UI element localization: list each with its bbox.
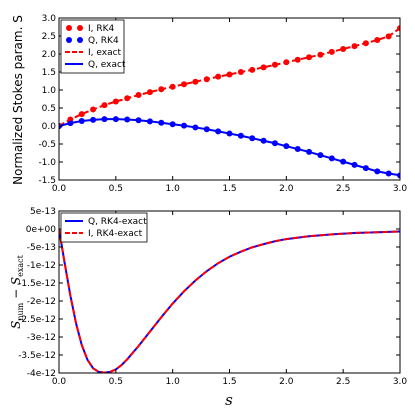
y-tick-label: -3e-12 xyxy=(27,333,56,343)
x-tick-label: 0.0 xyxy=(52,184,67,194)
x-tick-label: 0.5 xyxy=(109,377,123,387)
y-tick-label: 3.0 xyxy=(42,14,57,24)
legend-item: Q, RK4 xyxy=(66,36,119,46)
legend-label: Q, RK4 xyxy=(88,36,119,46)
x-tick-label: 1.5 xyxy=(222,377,236,387)
series-line-q-exact xyxy=(59,118,400,177)
top-axis-ticks: 0.0 0.5 1.0 1.5 2.0 2.5 3.0 -1.5 -1.0 -0.5 0.0 0.5 1… xyxy=(38,14,407,194)
y-tick-label: 0e+00 xyxy=(26,225,57,235)
top-plot-area xyxy=(59,25,400,179)
y-tick-label: -1e-12 xyxy=(27,261,56,271)
y-tick-label: 5e-13 xyxy=(30,207,56,217)
y-tick-label: 0.5 xyxy=(42,104,56,114)
data-point-i-rk4 xyxy=(306,54,313,61)
legend-marker xyxy=(77,25,83,31)
legend-marker xyxy=(77,37,83,43)
y-tick-label: -4e-12 xyxy=(27,369,56,379)
x-tick-label: 2.0 xyxy=(279,184,294,194)
bottom-axis-ticks: 0.0 0.5 1.0 1.5 2.0 2.5 3.0 5e-13 0e+00 -5e-13 -1e… xyxy=(18,207,407,387)
y-tick-label: 1.0 xyxy=(42,86,57,96)
x-tick-label: 1.0 xyxy=(166,377,181,387)
legend-item: I, RK4 xyxy=(66,24,115,34)
x-tick-label: 2.5 xyxy=(336,377,350,387)
data-point-i-rk4 xyxy=(181,81,188,88)
y-tick-label: -3.5e-12 xyxy=(18,351,56,361)
legend-label: Q, exact xyxy=(88,60,126,70)
bottom-plot-area xyxy=(59,228,400,373)
x-tick-label: 0.5 xyxy=(109,184,123,194)
bottom-legend: Q, RK4-exact I, RK4-exact xyxy=(60,212,148,243)
x-tick-label: 0.0 xyxy=(52,377,67,387)
series-line-i-rk4-exact xyxy=(59,228,400,373)
data-point-i-rk4 xyxy=(146,89,153,96)
legend-item: Q, RK4-exact xyxy=(65,217,147,227)
top-y-axis-label: Normalized Stokes param. S xyxy=(11,15,25,185)
x-tick-label: 2.5 xyxy=(336,184,350,194)
legend-item: I, exact xyxy=(65,48,122,58)
y-tick-label: 1.5 xyxy=(42,68,56,78)
legend-label: I, RK4-exact xyxy=(88,229,143,239)
data-point-i-rk4 xyxy=(374,36,381,43)
legend-marker xyxy=(66,25,72,31)
x-tick-label: 3.0 xyxy=(393,377,408,387)
bottom-x-axis-label: s xyxy=(225,391,233,409)
y-tick-label: -1.5e-12 xyxy=(18,279,56,289)
legend-marker xyxy=(66,37,72,43)
y-tick-label: -5e-13 xyxy=(27,243,56,253)
y-tick-label: 0.0 xyxy=(42,122,57,132)
legend-label: Q, RK4-exact xyxy=(88,217,147,227)
bottom-panel: 0.0 0.5 1.0 1.5 2.0 2.5 3.0 5e-13 0e+00 -5e-13 -1e… xyxy=(9,207,407,409)
legend-item: Q, exact xyxy=(65,60,126,70)
x-tick-label: 1.0 xyxy=(166,184,181,194)
legend-item: I, RK4-exact xyxy=(65,229,143,239)
bottom-y-axis-label: Snum − Sexact xyxy=(9,254,25,329)
x-tick-label: 1.5 xyxy=(222,184,236,194)
legend-box xyxy=(60,212,148,243)
series-group xyxy=(59,25,400,179)
legend-label: I, exact xyxy=(88,48,122,58)
data-point-i-rk4 xyxy=(340,45,347,52)
top-panel: 0.0 0.5 1.0 1.5 2.0 2.5 3.0 -1.5 -1.0 -0.5 0.0 0.5 1… xyxy=(11,14,407,194)
x-tick-label: 3.0 xyxy=(393,184,408,194)
x-tick-label: 2.0 xyxy=(279,377,294,387)
y-tick-label: -1.5 xyxy=(38,176,56,186)
data-point-i-rk4 xyxy=(260,64,267,71)
y-tick-label: -0.5 xyxy=(38,140,56,150)
data-point-i-rk4 xyxy=(112,98,119,105)
y-tick-label: -2e-12 xyxy=(27,297,56,307)
data-point-i-rk4 xyxy=(226,71,233,78)
y-tick-label: -1.0 xyxy=(38,158,56,168)
y-tick-label: 2.5 xyxy=(42,32,56,42)
y-tick-label: -2.5e-12 xyxy=(18,315,56,325)
series-line-q-rk4-exact xyxy=(59,228,400,373)
legend-label: I, RK4 xyxy=(88,24,115,34)
series-group xyxy=(59,228,400,373)
y-tick-label: 2.0 xyxy=(42,50,57,60)
top-legend: I, RK4 Q, RK4 I, exact Q, exact xyxy=(60,19,126,74)
